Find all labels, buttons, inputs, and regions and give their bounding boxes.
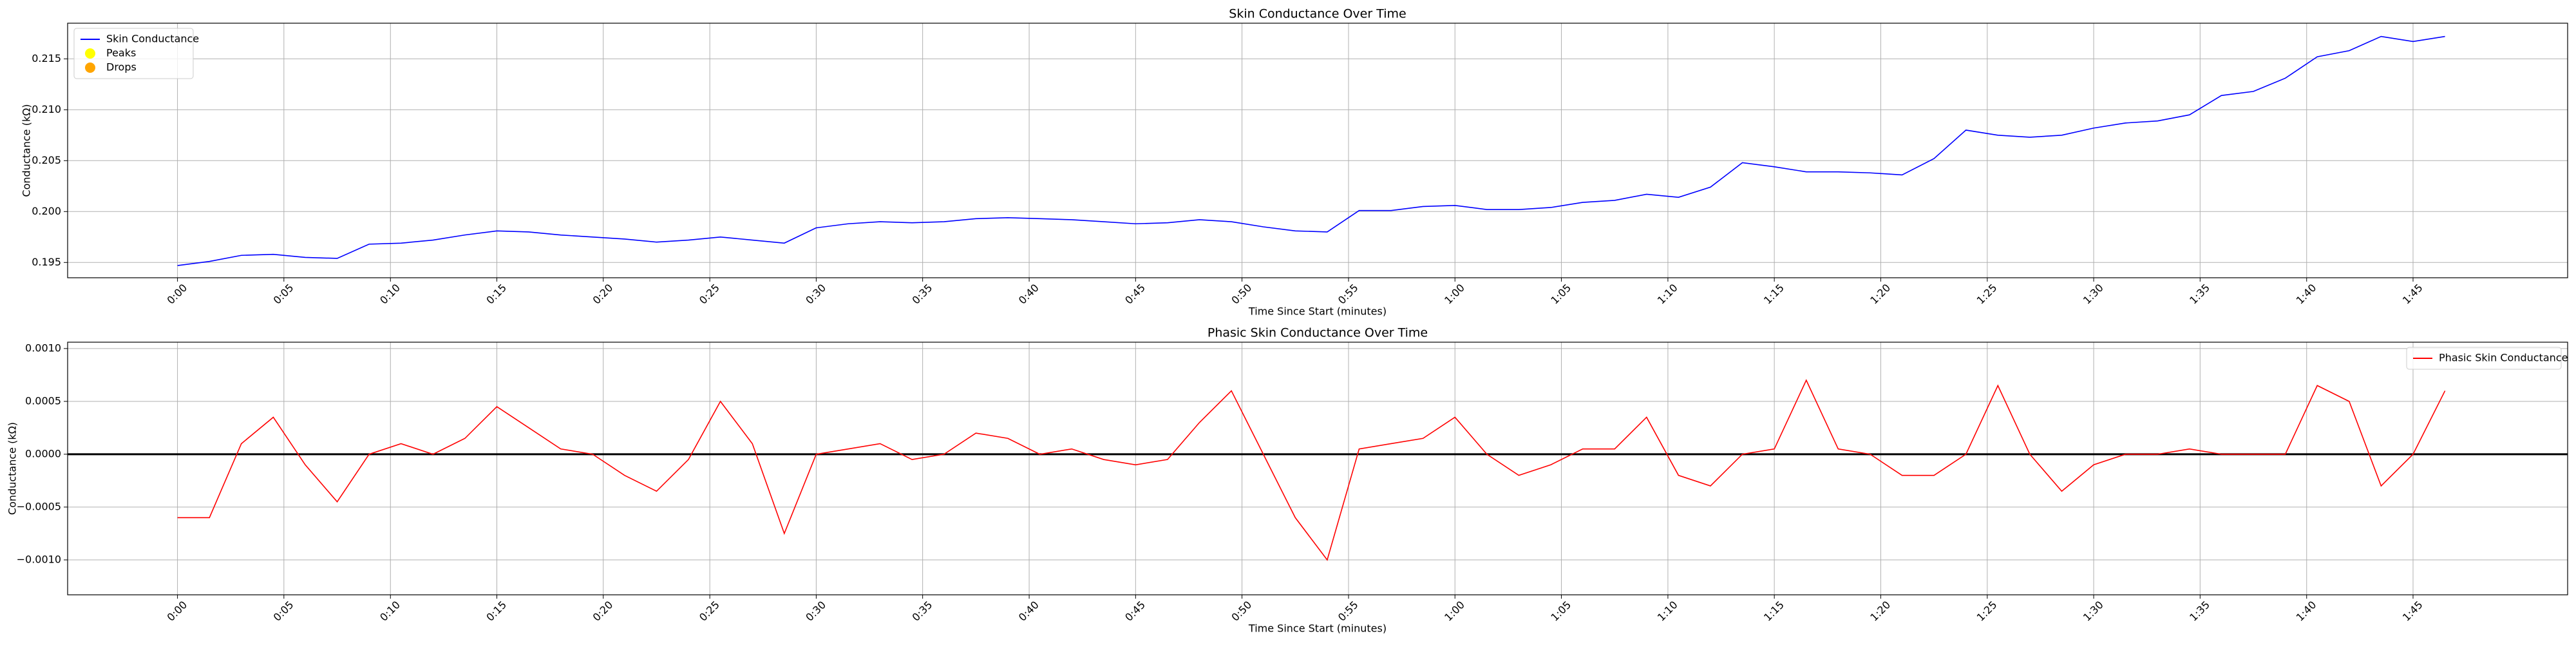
y-tick-label: 0.0010: [25, 342, 61, 354]
x-tick-label: 1:40: [2294, 282, 2319, 307]
x-tick-label: 0:05: [271, 282, 296, 307]
x-tick-label: 1:35: [2187, 282, 2212, 307]
x-tick-label: 0:50: [1229, 282, 1254, 307]
chart-title: Skin Conductance Over Time: [1229, 7, 1406, 21]
legend: Phasic Skin Conductance: [2406, 347, 2568, 370]
x-tick-label: 0:25: [697, 599, 722, 624]
chart-title: Phasic Skin Conductance Over Time: [1208, 326, 1428, 340]
x-tick-label: 0:10: [377, 282, 402, 307]
legend-swatch: [85, 63, 95, 73]
x-tick-label: 1:00: [1442, 599, 1467, 624]
legend-label: Phasic Skin Conductance: [2439, 352, 2568, 364]
x-tick-label: 0:20: [591, 282, 616, 307]
x-tick-label: 1:05: [1548, 282, 1573, 307]
x-tick-label: 1:10: [1655, 282, 1680, 307]
y-axis-label: Conductance (kΩ): [6, 422, 19, 515]
y-tick-label: 0.195: [32, 256, 61, 268]
data-line: [177, 379, 2446, 561]
x-tick-label: 1:20: [1868, 282, 1893, 307]
y-tick-label: 0.200: [32, 205, 61, 217]
x-tick-label: 0:30: [803, 599, 828, 624]
data-line: [177, 35, 2445, 266]
x-tick-label: 0:00: [164, 599, 189, 624]
x-tick-label: 0:55: [1336, 599, 1361, 624]
x-tick-label: 0:20: [591, 599, 616, 624]
legend-label: Peaks: [106, 47, 136, 59]
x-tick-label: 1:05: [1548, 599, 1573, 624]
x-tick-label: 0:15: [484, 599, 509, 624]
legend-label: Skin Conductance: [106, 33, 199, 45]
legend: Skin Conductance Peaks Drops: [73, 28, 199, 79]
x-tick-label: 0:35: [910, 282, 935, 307]
x-tick-label: 1:10: [1655, 599, 1680, 624]
y-tick-label: 0.0000: [25, 447, 61, 459]
x-tick-label: 1:40: [2294, 599, 2319, 624]
x-axis-label: Time Since Start (minutes): [1248, 305, 1387, 318]
x-tick-label: 0:25: [697, 282, 722, 307]
x-tick-label: 0:40: [1016, 282, 1041, 307]
y-tick-label: 0.210: [32, 103, 61, 115]
x-tick-label: 0:50: [1229, 599, 1254, 624]
x-tick-label: 0:40: [1016, 599, 1041, 624]
x-tick-label: 0:10: [377, 599, 402, 624]
x-tick-label: 0:30: [803, 282, 828, 307]
x-tick-label: 1:25: [1975, 282, 2000, 307]
x-tick-label: 0:35: [910, 599, 935, 624]
x-tick-label: 1:25: [1975, 599, 2000, 624]
x-tick-label: 1:30: [2081, 282, 2106, 307]
legend-swatch: [85, 48, 95, 59]
y-tick-label: 0.205: [32, 154, 61, 166]
x-axis-label: Time Since Start (minutes): [1248, 623, 1387, 635]
x-tick-label: 1:15: [1761, 282, 1786, 307]
x-tick-label: 1:45: [2400, 599, 2425, 624]
y-tick-label: −0.0005: [17, 500, 61, 512]
y-axis-label: Conductance (kΩ): [21, 104, 33, 197]
x-tick-label: 1:15: [1761, 599, 1786, 624]
x-tick-label: 1:30: [2081, 599, 2106, 624]
x-tick-label: 0:45: [1122, 282, 1148, 307]
legend-box: [2406, 347, 2562, 370]
x-tick-label: 1:35: [2187, 599, 2212, 624]
legend-box: [73, 28, 194, 79]
x-tick-label: 1:20: [1868, 599, 1893, 624]
x-tick-label: 1:00: [1442, 282, 1467, 307]
y-tick-label: 0.0005: [25, 394, 61, 407]
plot-frame: [67, 342, 2568, 595]
plot-frame: [67, 23, 2568, 278]
y-tick-label: −0.0010: [17, 553, 61, 565]
legend-label: Drops: [106, 61, 137, 73]
y-tick-label: 0.215: [32, 52, 61, 64]
x-tick-label: 0:55: [1336, 282, 1361, 307]
x-tick-label: 1:45: [2400, 282, 2425, 307]
x-tick-label: 0:15: [484, 282, 509, 307]
x-tick-label: 0:45: [1122, 599, 1148, 624]
x-tick-label: 0:05: [271, 599, 296, 624]
x-tick-label: 0:00: [164, 282, 189, 307]
